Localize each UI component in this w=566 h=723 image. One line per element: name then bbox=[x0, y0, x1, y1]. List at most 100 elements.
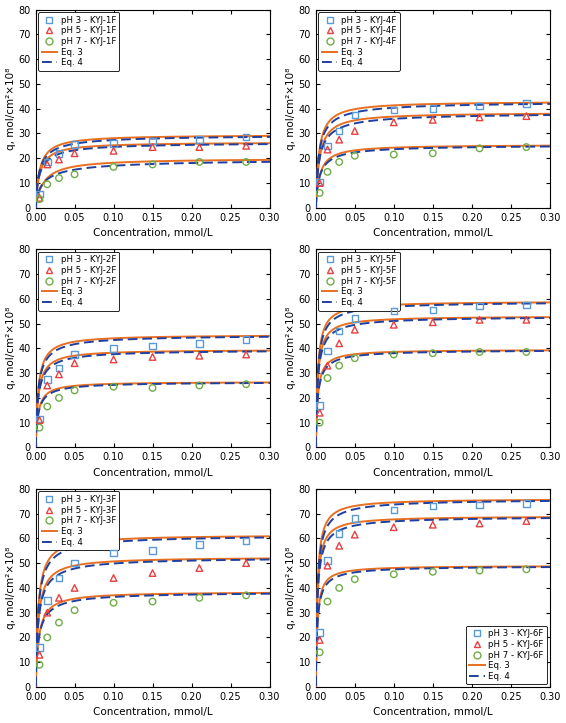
Point bbox=[522, 346, 531, 358]
Point bbox=[195, 562, 204, 574]
Point bbox=[428, 317, 438, 328]
Point bbox=[54, 154, 63, 166]
Point bbox=[389, 305, 398, 317]
Point bbox=[70, 604, 79, 616]
Legend: pH 3 - KYJ-2F, pH 5 - KYJ-2F, pH 7 - KYJ-2F, Eq. 3, Eq. 4: pH 3 - KYJ-2F, pH 5 - KYJ-2F, pH 7 - KYJ… bbox=[38, 252, 119, 310]
Point bbox=[335, 582, 344, 594]
Point bbox=[315, 176, 324, 187]
Y-axis label: q, mol/cm²×10⁸: q, mol/cm²×10⁸ bbox=[286, 67, 296, 150]
Point bbox=[428, 348, 438, 359]
Y-axis label: q, mol/cm²×10⁸: q, mol/cm²×10⁸ bbox=[286, 547, 296, 629]
Point bbox=[522, 498, 531, 510]
Point bbox=[242, 557, 251, 569]
Point bbox=[242, 132, 251, 143]
Point bbox=[109, 597, 118, 609]
Point bbox=[335, 540, 344, 552]
Point bbox=[54, 617, 63, 628]
Point bbox=[43, 401, 52, 412]
Y-axis label: q, mol/cm²×10⁸: q, mol/cm²×10⁸ bbox=[286, 307, 296, 390]
Y-axis label: q, mol/cm²×10⁸: q, mol/cm²×10⁸ bbox=[6, 67, 15, 150]
Point bbox=[109, 343, 118, 354]
Point bbox=[54, 369, 63, 380]
Point bbox=[70, 139, 79, 150]
Legend: pH 3 - KYJ-6F, pH 5 - KYJ-6F, pH 7 - KYJ-6F, Eq. 3, Eq. 4: pH 3 - KYJ-6F, pH 5 - KYJ-6F, pH 7 - KYJ… bbox=[466, 625, 547, 685]
Point bbox=[242, 535, 251, 547]
Legend: pH 3 - KYJ-4F, pH 5 - KYJ-4F, pH 7 - KYJ-4F, Eq. 3, Eq. 4: pH 3 - KYJ-4F, pH 5 - KYJ-4F, pH 7 - KYJ… bbox=[318, 12, 400, 71]
Point bbox=[35, 422, 44, 433]
Point bbox=[54, 172, 63, 184]
Point bbox=[323, 360, 332, 372]
Point bbox=[428, 147, 438, 159]
Point bbox=[43, 380, 52, 391]
Point bbox=[475, 300, 484, 312]
Point bbox=[195, 156, 204, 168]
Y-axis label: q, mol/cm²×10⁸: q, mol/cm²×10⁸ bbox=[6, 547, 15, 629]
Point bbox=[350, 529, 359, 540]
X-axis label: Concentration, mmol/L: Concentration, mmol/L bbox=[93, 228, 212, 238]
Point bbox=[70, 147, 79, 159]
Y-axis label: q, mol/cm²×10⁸: q, mol/cm²×10⁸ bbox=[6, 307, 15, 390]
Point bbox=[43, 594, 52, 606]
Point bbox=[35, 189, 44, 200]
Point bbox=[475, 314, 484, 325]
Point bbox=[475, 100, 484, 112]
Point bbox=[43, 156, 52, 168]
Legend: pH 3 - KYJ-1F, pH 5 - KYJ-1F, pH 7 - KYJ-1F, Eq. 3, Eq. 4: pH 3 - KYJ-1F, pH 5 - KYJ-1F, pH 7 - KYJ… bbox=[38, 12, 119, 71]
Point bbox=[109, 547, 118, 559]
X-axis label: Concentration, mmol/L: Concentration, mmol/L bbox=[373, 228, 492, 238]
Point bbox=[35, 192, 44, 204]
Point bbox=[54, 362, 63, 374]
Point bbox=[195, 592, 204, 604]
Point bbox=[323, 345, 332, 356]
Point bbox=[195, 141, 204, 153]
Point bbox=[350, 324, 359, 335]
Point bbox=[389, 149, 398, 161]
Point bbox=[315, 400, 324, 411]
Point bbox=[43, 158, 52, 170]
Point bbox=[195, 539, 204, 550]
Point bbox=[428, 500, 438, 512]
Point bbox=[335, 134, 344, 145]
Point bbox=[389, 504, 398, 515]
Point bbox=[195, 338, 204, 349]
Point bbox=[389, 521, 398, 533]
Point bbox=[350, 125, 359, 137]
Point bbox=[522, 111, 531, 122]
Point bbox=[350, 109, 359, 121]
Point bbox=[148, 135, 157, 147]
Point bbox=[54, 592, 63, 604]
X-axis label: Concentration, mmol/L: Concentration, mmol/L bbox=[373, 468, 492, 478]
Point bbox=[428, 114, 438, 126]
Point bbox=[335, 125, 344, 137]
Point bbox=[148, 382, 157, 394]
Point bbox=[315, 177, 324, 189]
Point bbox=[350, 352, 359, 364]
X-axis label: Concentration, mmol/L: Concentration, mmol/L bbox=[93, 468, 212, 478]
Point bbox=[242, 348, 251, 360]
Point bbox=[389, 568, 398, 580]
Point bbox=[148, 340, 157, 351]
Point bbox=[389, 348, 398, 360]
Point bbox=[43, 179, 52, 190]
Point bbox=[350, 513, 359, 524]
Point bbox=[335, 325, 344, 337]
Point bbox=[475, 565, 484, 576]
Point bbox=[522, 515, 531, 527]
Point bbox=[43, 607, 52, 618]
X-axis label: Concentration, mmol/L: Concentration, mmol/L bbox=[93, 707, 212, 717]
Point bbox=[315, 187, 324, 199]
Point bbox=[109, 572, 118, 583]
Point bbox=[35, 641, 44, 653]
Point bbox=[475, 499, 484, 510]
Point bbox=[54, 147, 63, 159]
Point bbox=[148, 351, 157, 363]
Point bbox=[109, 137, 118, 149]
Point bbox=[242, 140, 251, 152]
Point bbox=[148, 596, 157, 607]
Point bbox=[109, 354, 118, 365]
Point bbox=[35, 413, 44, 424]
Point bbox=[242, 156, 251, 168]
Point bbox=[335, 528, 344, 539]
Point bbox=[323, 166, 332, 178]
Point bbox=[350, 313, 359, 325]
